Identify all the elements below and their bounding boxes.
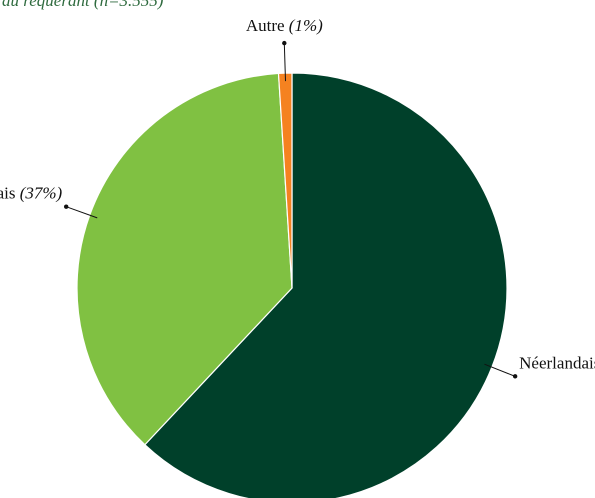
category-label: Français [0, 184, 15, 203]
data-label: Néerlandais (62%) [519, 353, 595, 372]
data-label: Français (37%) [0, 184, 63, 203]
leader-dot [512, 374, 518, 379]
leader-dot [282, 40, 287, 46]
data-label: Autre (1%) [246, 16, 323, 35]
leader-dot [63, 204, 69, 209]
value-label: (1%) [289, 16, 323, 35]
leader-line [484, 363, 516, 377]
chart-subtitle: du requérant (n=3.555) [2, 0, 164, 10]
value-label: (37%) [20, 184, 63, 203]
leader-line [283, 43, 286, 82]
category-label: Néerlandais [519, 353, 595, 372]
leader-line [66, 206, 98, 219]
category-label: Autre [246, 16, 285, 35]
